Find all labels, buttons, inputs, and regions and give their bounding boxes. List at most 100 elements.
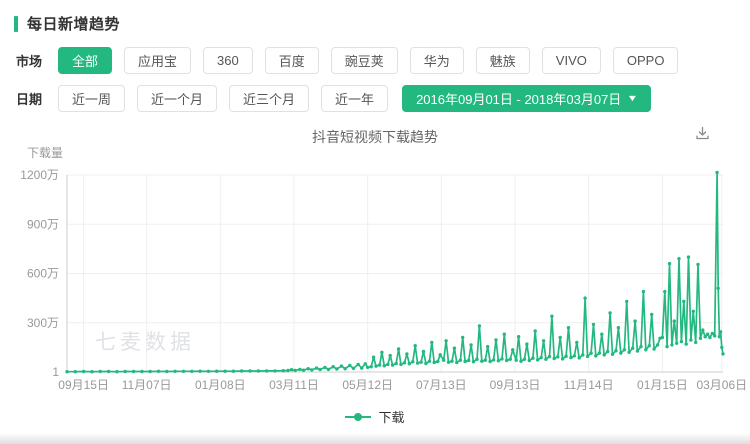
data-point[interactable] — [675, 341, 679, 345]
data-point[interactable] — [544, 357, 548, 361]
data-point[interactable] — [301, 368, 306, 372]
data-point[interactable] — [351, 366, 356, 371]
market-option-5[interactable]: 华为 — [409, 47, 464, 74]
data-point[interactable] — [286, 368, 290, 373]
data-point[interactable] — [508, 357, 512, 361]
data-point[interactable] — [488, 359, 492, 364]
data-point[interactable] — [641, 289, 646, 294]
data-point[interactable] — [694, 340, 698, 345]
date-option-2[interactable]: 近三个月 — [229, 85, 310, 112]
data-point[interactable] — [90, 370, 94, 374]
data-point[interactable] — [701, 328, 705, 332]
data-point[interactable] — [402, 361, 407, 365]
data-point[interactable] — [388, 353, 392, 358]
data-point[interactable] — [458, 358, 463, 362]
data-point[interactable] — [491, 358, 496, 362]
data-point[interactable] — [419, 360, 423, 364]
data-point[interactable] — [652, 347, 656, 351]
data-point[interactable] — [198, 369, 202, 373]
data-point[interactable] — [577, 356, 581, 360]
data-point[interactable] — [452, 346, 457, 350]
data-point[interactable] — [511, 348, 515, 352]
data-point[interactable] — [494, 338, 498, 342]
data-point[interactable] — [677, 257, 681, 261]
data-point[interactable] — [310, 368, 314, 372]
data-point[interactable] — [190, 369, 194, 373]
data-point[interactable] — [616, 326, 621, 330]
data-point[interactable] — [131, 369, 136, 374]
data-point[interactable] — [663, 289, 667, 294]
data-point[interactable] — [450, 359, 454, 363]
data-point[interactable] — [667, 261, 672, 266]
market-option-2[interactable]: 360 — [203, 47, 253, 74]
data-point[interactable] — [665, 344, 669, 349]
data-point[interactable] — [572, 354, 577, 358]
data-point[interactable] — [81, 369, 86, 374]
data-point[interactable] — [594, 354, 598, 358]
data-point[interactable] — [223, 369, 227, 373]
data-point[interactable] — [306, 367, 310, 371]
data-point[interactable] — [558, 335, 562, 340]
data-point[interactable] — [585, 354, 590, 359]
data-point[interactable] — [591, 322, 596, 327]
market-option-3[interactable]: 百度 — [264, 47, 319, 74]
data-point[interactable] — [335, 367, 339, 371]
data-point[interactable] — [106, 369, 111, 374]
data-point[interactable] — [148, 369, 152, 374]
data-point[interactable] — [181, 369, 186, 373]
data-point[interactable] — [619, 351, 623, 355]
data-point[interactable] — [386, 362, 390, 367]
data-point[interactable] — [514, 358, 518, 362]
data-point[interactable] — [366, 365, 370, 370]
data-point[interactable] — [644, 348, 648, 352]
data-point[interactable] — [371, 355, 376, 359]
data-point[interactable] — [339, 364, 344, 368]
data-point[interactable] — [356, 362, 360, 367]
data-point[interactable] — [682, 299, 686, 304]
data-point[interactable] — [500, 357, 504, 361]
data-point[interactable] — [721, 352, 725, 356]
data-point[interactable] — [240, 369, 244, 373]
data-point[interactable] — [522, 357, 527, 361]
data-point[interactable] — [394, 361, 398, 366]
data-point[interactable] — [708, 335, 712, 340]
data-point[interactable] — [281, 369, 285, 373]
data-point[interactable] — [627, 350, 631, 354]
data-point[interactable] — [323, 365, 327, 370]
data-point[interactable] — [140, 369, 144, 374]
data-point[interactable] — [689, 338, 693, 342]
data-point[interactable] — [382, 364, 386, 368]
data-point[interactable] — [550, 314, 554, 318]
data-point[interactable] — [415, 361, 420, 365]
data-point[interactable] — [569, 355, 573, 360]
data-point[interactable] — [539, 355, 543, 360]
data-point[interactable] — [421, 349, 426, 354]
data-point[interactable] — [98, 369, 103, 374]
data-point[interactable] — [703, 335, 707, 339]
data-point[interactable] — [475, 357, 479, 361]
data-point[interactable] — [405, 352, 409, 356]
data-point[interactable] — [265, 369, 269, 373]
date-option-1[interactable]: 近一个月 — [137, 85, 218, 112]
data-point[interactable] — [407, 362, 411, 366]
data-point[interactable] — [720, 345, 724, 350]
data-point[interactable] — [360, 366, 364, 370]
data-point[interactable] — [589, 351, 593, 355]
data-point[interactable] — [713, 334, 717, 338]
data-point[interactable] — [597, 351, 602, 355]
market-option-8[interactable]: OPPO — [612, 47, 679, 74]
download-chart-button[interactable] — [690, 124, 714, 146]
data-point[interactable] — [374, 364, 378, 368]
data-point[interactable] — [413, 344, 417, 348]
data-point[interactable] — [533, 329, 537, 333]
data-point[interactable] — [516, 335, 521, 339]
data-point[interactable] — [248, 369, 252, 373]
legend-item-download[interactable]: 下载 — [345, 407, 405, 426]
data-point[interactable] — [331, 365, 335, 369]
data-point[interactable] — [446, 360, 451, 364]
data-point[interactable] — [710, 331, 714, 336]
data-point[interactable] — [469, 343, 473, 347]
data-point[interactable] — [625, 299, 629, 304]
data-point[interactable] — [718, 330, 723, 334]
data-point[interactable] — [348, 363, 352, 368]
